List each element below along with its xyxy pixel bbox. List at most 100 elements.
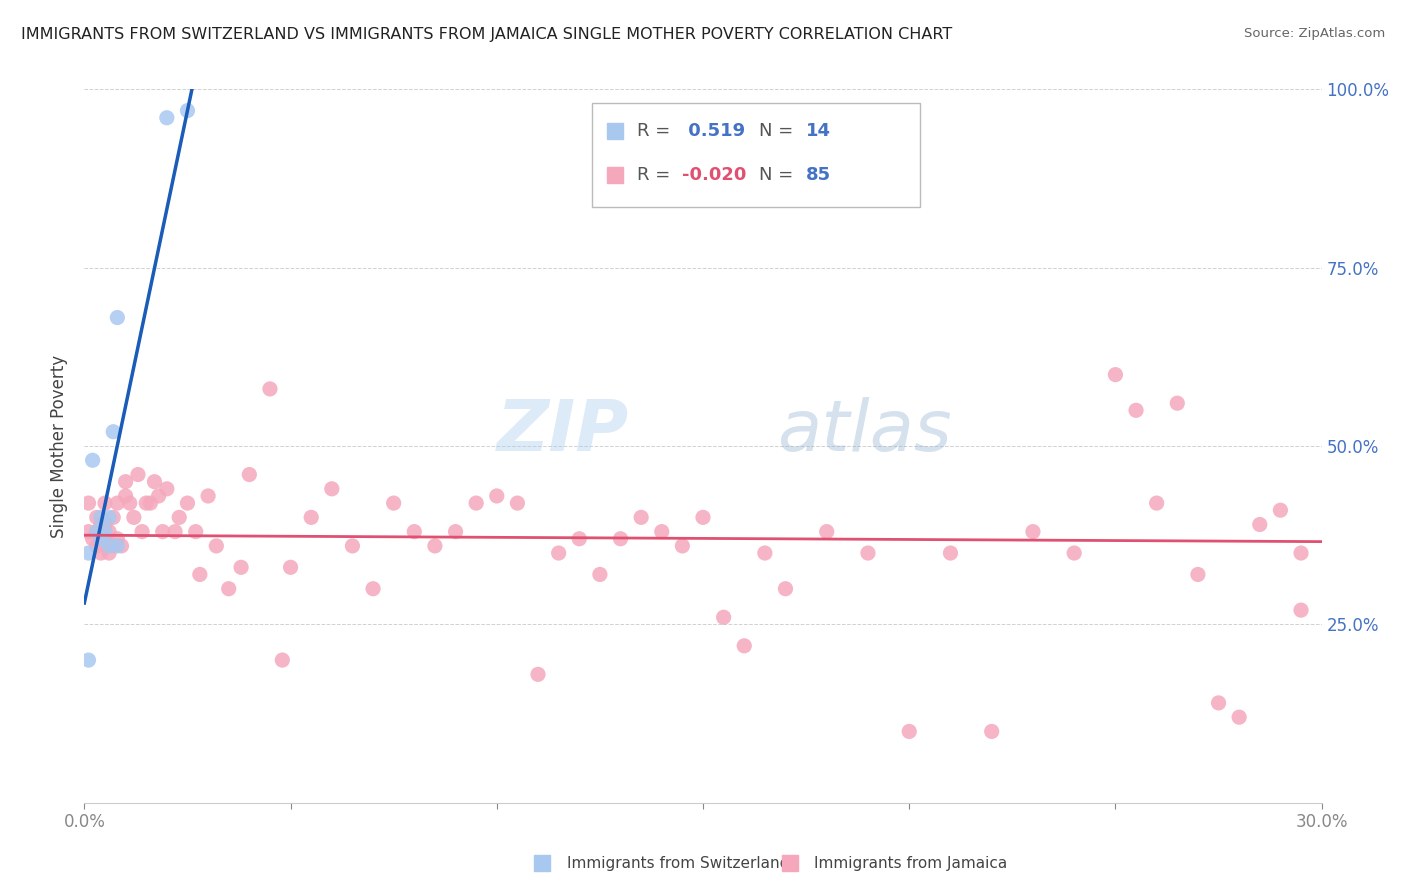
Point (103, 425, 125, 439)
Point (1289, 546, 1312, 560)
Point (527, 667, 550, 681)
Point (86, 510, 108, 524)
Point (229, 560, 252, 574)
Point (103, 510, 125, 524)
Point (127, 467, 149, 482)
Point (98, 524, 121, 539)
Point (299, 510, 322, 524)
Point (105, 496, 128, 510)
Point (609, 532, 631, 546)
Point (1104, 368, 1126, 382)
Point (671, 539, 693, 553)
Point (131, 524, 153, 539)
Point (94, 532, 117, 546)
Point (1249, 517, 1271, 532)
Point (1146, 496, 1168, 510)
Text: IMMIGRANTS FROM SWITZERLAND VS IMMIGRANTS FROM JAMAICA SINGLE MOTHER POVERTY COR: IMMIGRANTS FROM SWITZERLAND VS IMMIGRANT… (21, 27, 952, 42)
Y-axis label: Single Mother Poverty: Single Mother Poverty (51, 354, 69, 538)
Point (754, 546, 776, 560)
Point (105, 310, 128, 325)
Point (1063, 546, 1085, 560)
Point (1166, 396, 1188, 410)
Text: 85: 85 (806, 166, 831, 184)
Point (342, 539, 364, 553)
Point (630, 510, 652, 524)
Point (103, 539, 125, 553)
Point (98, 546, 121, 560)
Point (589, 567, 612, 582)
Text: R =: R = (637, 166, 676, 184)
Point (713, 610, 735, 624)
Point (86, 524, 108, 539)
Point (1022, 524, 1045, 539)
Point (86, 539, 108, 553)
Point (815, 524, 838, 539)
Point (651, 524, 673, 539)
Point (110, 539, 132, 553)
Point (143, 475, 166, 489)
Point (1270, 503, 1292, 517)
Point (82, 532, 104, 546)
Point (167, 510, 190, 524)
FancyBboxPatch shape (592, 103, 920, 207)
Point (94, 517, 117, 532)
Point (404, 524, 426, 539)
Text: ZIP: ZIP (496, 397, 628, 467)
Point (105, 539, 128, 553)
Point (90, 510, 112, 524)
Point (77, 524, 100, 539)
Point (775, 582, 797, 596)
Point (939, 546, 962, 560)
Point (361, 582, 384, 596)
Point (188, 567, 211, 582)
Point (148, 489, 170, 503)
Point (77, 653, 100, 667)
Point (271, 653, 294, 667)
Text: -0.020: -0.020 (682, 166, 747, 184)
Point (856, 546, 879, 560)
Point (218, 582, 240, 596)
Point (77, 496, 100, 510)
Point (77, 546, 100, 560)
Point (118, 496, 141, 510)
Point (184, 524, 207, 539)
Point (382, 496, 405, 510)
Point (98, 539, 121, 553)
Point (547, 546, 569, 560)
Point (568, 532, 591, 546)
Point (90, 546, 112, 560)
Point (98, 510, 121, 524)
Text: Immigrants from Jamaica: Immigrants from Jamaica (814, 856, 1008, 871)
Point (197, 489, 219, 503)
Text: Source: ZipAtlas.com: Source: ZipAtlas.com (1244, 27, 1385, 40)
Text: R =: R = (637, 121, 676, 139)
Point (152, 524, 174, 539)
Text: N =: N = (759, 166, 799, 184)
Point (122, 510, 145, 524)
Point (176, 496, 198, 510)
Text: 14: 14 (806, 121, 831, 139)
Point (1289, 603, 1312, 617)
Point (321, 482, 343, 496)
Text: 0.519: 0.519 (682, 121, 745, 139)
Point (485, 489, 508, 503)
Point (94, 496, 117, 510)
Point (444, 524, 467, 539)
Point (423, 539, 446, 553)
Point (733, 639, 755, 653)
Point (94, 524, 117, 539)
Point (156, 111, 179, 125)
Point (86, 524, 108, 539)
Point (259, 382, 281, 396)
Point (82, 453, 104, 467)
Point (692, 510, 714, 524)
Point (506, 496, 529, 510)
Point (105, 532, 128, 546)
Point (205, 539, 228, 553)
Point (898, 724, 921, 739)
Point (1187, 567, 1209, 582)
Point (238, 467, 260, 482)
Point (165, 524, 187, 539)
Point (135, 496, 157, 510)
Point (280, 560, 302, 574)
